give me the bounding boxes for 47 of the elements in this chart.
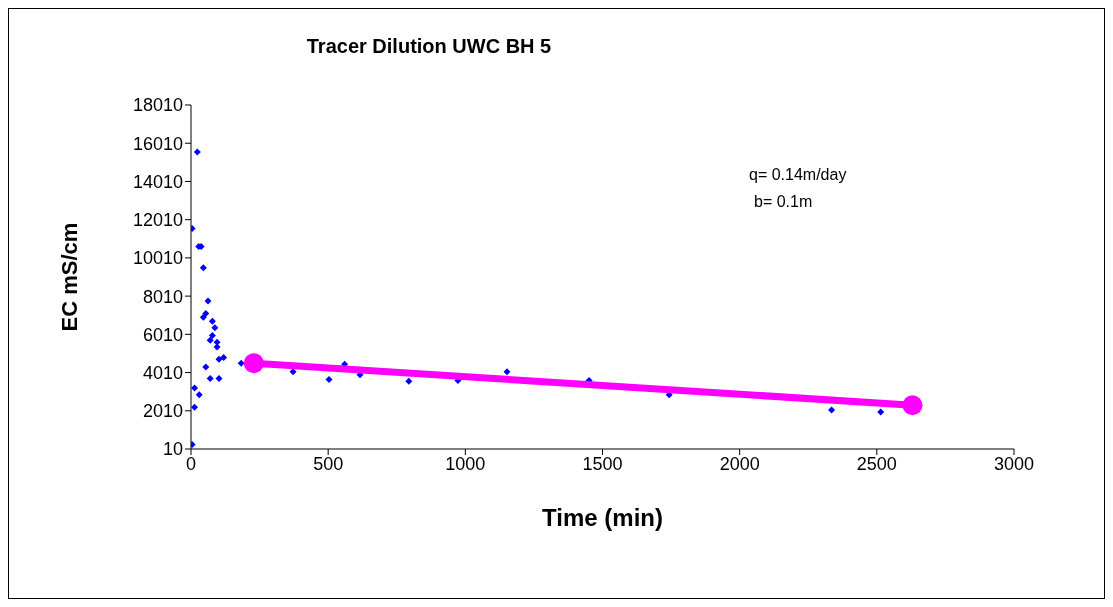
chart-title: Tracer Dilution UWC BH 5 [305, 35, 553, 58]
x-tick-label: 3000 [993, 453, 1035, 474]
point [191, 384, 199, 392]
point [220, 353, 228, 361]
point [202, 363, 210, 371]
y-tick-label: 14010 [132, 171, 183, 192]
y-tick-label: 10010 [132, 248, 183, 269]
point [206, 336, 214, 344]
x-tick-label: 1500 [582, 453, 623, 474]
y-tick-label: 6010 [142, 324, 183, 345]
point [902, 395, 923, 416]
y-tick-label: 18010 [132, 95, 183, 116]
point [405, 377, 413, 385]
y-tick-label: 12010 [132, 210, 183, 231]
point [877, 408, 885, 416]
point [289, 368, 297, 376]
annotation: q= 0.14m/day [749, 165, 847, 185]
point [211, 324, 219, 332]
annotation: b= 0.1m [754, 192, 814, 212]
x-tick-label: 2500 [856, 453, 897, 474]
point [195, 391, 203, 399]
y-tick-label: 8010 [142, 286, 183, 307]
x-tick-label: 500 [313, 453, 344, 474]
x-tick-label: 2000 [719, 453, 760, 474]
point [215, 374, 223, 382]
x-tick-label: 0 [185, 453, 197, 474]
y-tick-label: 16010 [132, 133, 183, 154]
point [199, 264, 207, 272]
point [206, 374, 214, 382]
point [213, 343, 221, 351]
point [202, 310, 210, 317]
point [828, 406, 836, 414]
point [237, 359, 245, 367]
y-tick-label: 2010 [142, 401, 183, 422]
point [243, 353, 264, 374]
y-tick-label: 10 [162, 439, 183, 460]
point [193, 148, 201, 156]
point [191, 403, 199, 411]
x-axis-title: Time (min) [542, 504, 663, 532]
y-axis-title: EC mS/cm [56, 222, 82, 332]
x-tick-label: 1000 [445, 453, 486, 474]
point [503, 368, 511, 376]
point [208, 317, 216, 325]
point [208, 331, 216, 339]
point [204, 297, 212, 305]
y-tick-label: 4010 [142, 362, 183, 383]
point [325, 375, 333, 383]
